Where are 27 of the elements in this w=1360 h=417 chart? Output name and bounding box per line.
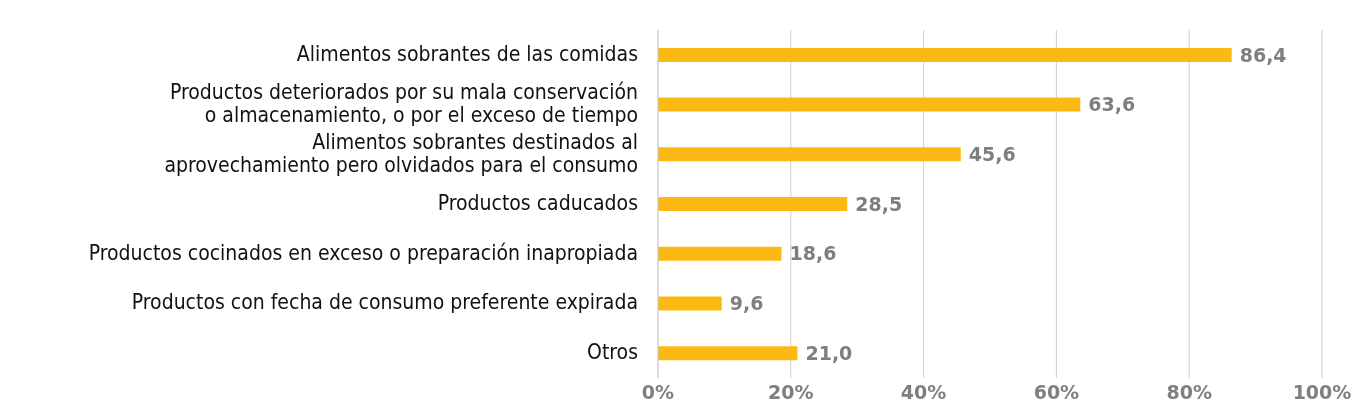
data-label: 9,6 xyxy=(729,292,764,315)
x-tick-label: 100% xyxy=(1292,381,1352,404)
data-label: 18,6 xyxy=(789,242,837,265)
data-label: 45,6 xyxy=(968,143,1016,166)
y-tick-label: Alimentos sobrantes de las comidas xyxy=(296,41,638,66)
x-tick-label: 0% xyxy=(641,381,675,404)
y-tick-label: Productos con fecha de consumo preferente expirada xyxy=(131,290,638,315)
y-tick-label: Alimentos sobrantes destinados al aprovechamiento pero olvidados para el consumo xyxy=(164,129,638,177)
bar xyxy=(658,47,1232,62)
y-tick-label: Otros xyxy=(587,340,638,365)
bar xyxy=(658,197,848,212)
bar xyxy=(658,296,722,311)
data-label: 86,4 xyxy=(1239,43,1287,66)
bar xyxy=(658,346,798,361)
data-label: 28,5 xyxy=(855,192,903,215)
data-label: 63,6 xyxy=(1088,93,1136,116)
x-tick-label: 80% xyxy=(1166,381,1212,404)
y-tick-label: Productos cocinados en exceso o preparación inapropiada xyxy=(88,240,638,265)
bar xyxy=(658,97,1081,112)
data-label: 21,0 xyxy=(805,341,853,364)
y-tick-label: Productos deteriorados por su mala conservación o almacenamiento, o por el exceso de tiempo xyxy=(169,80,638,128)
bar xyxy=(658,246,782,261)
x-tick-label: 60% xyxy=(1033,381,1080,404)
x-tick-label: 40% xyxy=(900,381,947,404)
x-tick-label: 20% xyxy=(768,381,814,404)
bar xyxy=(658,147,961,162)
y-tick-label: Productos caducados xyxy=(437,191,638,215)
